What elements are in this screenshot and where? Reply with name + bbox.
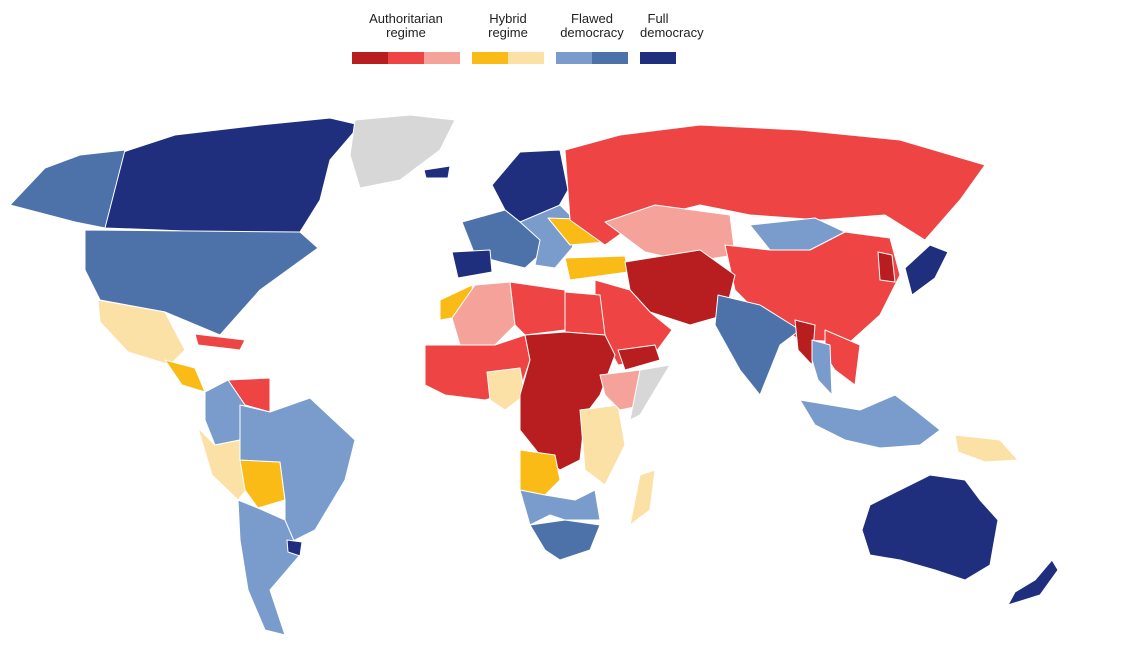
country-libya: [510, 282, 565, 335]
country-egypt: [565, 292, 605, 335]
country-japan: [905, 245, 948, 295]
legend-swatch: [592, 52, 628, 64]
legend-swatch: [640, 52, 676, 64]
country-nigeria: [487, 368, 525, 410]
country-cuba: [195, 334, 245, 350]
country-east-africa: [580, 405, 625, 485]
country-angola: [520, 450, 560, 495]
legend-label: Hybrid regime: [472, 12, 544, 42]
country-alaska: [10, 150, 125, 228]
legend-swatch: [352, 52, 388, 64]
legend-swatch: [556, 52, 592, 64]
legend-group: Authoritarian regime: [352, 12, 460, 64]
country-yemen: [618, 345, 660, 370]
legend-label: Full democracy: [640, 12, 676, 42]
legend-group: Flawed democracy: [556, 12, 628, 64]
legend-swatch: [388, 52, 424, 64]
country-new-zealand: [1008, 560, 1058, 605]
legend-swatches: [352, 52, 460, 64]
country-central-america: [165, 360, 205, 392]
country-korea-north: [878, 252, 895, 282]
legend-swatch: [508, 52, 544, 64]
country-madagascar: [630, 470, 655, 525]
country-indonesia: [800, 395, 940, 448]
country-turkey: [565, 256, 628, 280]
country-png: [955, 435, 1018, 462]
country-thailand: [812, 340, 832, 395]
legend-group: Full democracy: [640, 12, 676, 64]
legend-label: Authoritarian regime: [352, 12, 460, 42]
country-australia: [862, 475, 998, 580]
country-spain: [452, 250, 492, 278]
legend-label: Flawed democracy: [556, 12, 628, 42]
legend-group: Hybrid regime: [472, 12, 544, 64]
country-bolivia: [240, 460, 285, 508]
legend-swatches: [556, 52, 628, 64]
country-south-africa: [530, 520, 600, 560]
country-canada: [105, 118, 360, 233]
legend-swatches: [640, 52, 676, 64]
legend-swatch: [472, 52, 508, 64]
country-southern-africa: [520, 490, 600, 525]
legend-swatch: [424, 52, 460, 64]
legend: Authoritarian regime Hybrid regime Flawed …: [0, 0, 1125, 80]
country-iceland: [424, 166, 450, 178]
world-map: [0, 80, 1125, 662]
legend-swatches: [472, 52, 544, 64]
